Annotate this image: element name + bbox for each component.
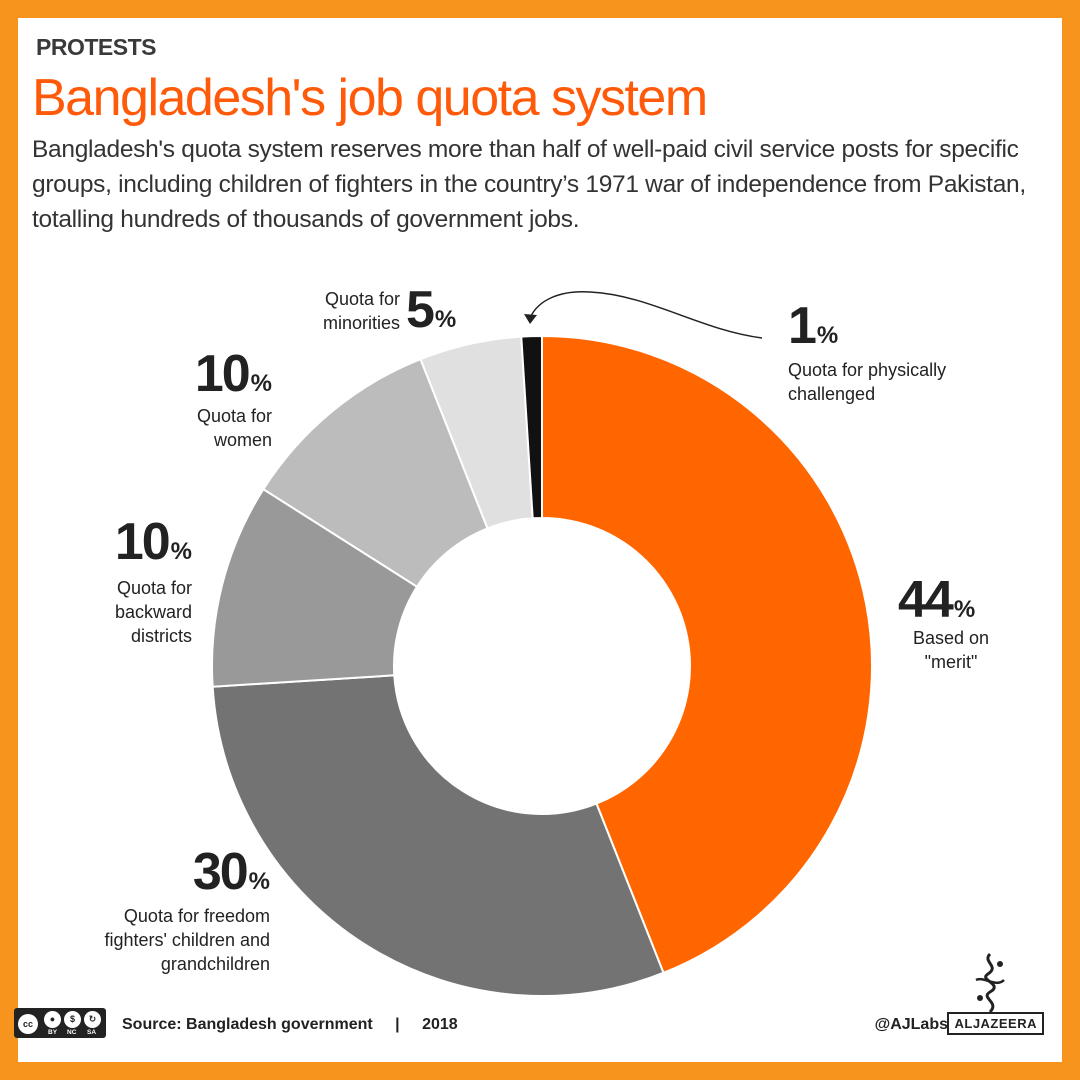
page-title: Bangladesh's job quota system <box>32 69 708 127</box>
cc-icon: cc <box>18 1014 38 1034</box>
label-minorities: Quota for minorities 5% <box>296 284 476 340</box>
pct-sign: % <box>248 868 270 895</box>
value-women: 10 <box>194 345 251 403</box>
donut-slices <box>211 334 873 997</box>
license-tag-sa: SA <box>87 1029 97 1036</box>
desc-freedom-3: grandchildren <box>160 954 270 974</box>
value-backward-districts: 10 <box>114 513 171 571</box>
desc-physically-2: challenged <box>788 384 876 404</box>
desc-women-2: women <box>213 430 272 450</box>
source-year: 2018 <box>422 1016 458 1033</box>
nc-icon: $ <box>64 1011 81 1028</box>
by-icon: ● <box>44 1011 61 1028</box>
donut-slice-5 <box>520 334 543 520</box>
donut-slice-1 <box>211 674 665 997</box>
pct-sign: % <box>434 306 457 333</box>
value-minorities: 5 <box>406 281 435 339</box>
value-physically-challenged: 1 <box>788 297 817 355</box>
footer: cc ● $ ↻ BY NC SA Source: Bangladesh gov… <box>14 1008 1044 1048</box>
license-tag-nc: NC <box>67 1029 77 1036</box>
pct-sign: % <box>953 596 976 623</box>
desc-minorities-2: minorities <box>322 313 400 333</box>
donut-slice-0 <box>541 334 873 975</box>
pct-sign: % <box>170 538 192 565</box>
sa-icon: ↻ <box>84 1011 101 1028</box>
pct-sign: % <box>816 322 839 349</box>
aljazeera-logo-icon <box>975 952 1005 1014</box>
desc-backward-3: districts <box>130 626 192 646</box>
label-women: 10% Quota for women <box>140 348 272 452</box>
separator: | <box>395 1016 400 1033</box>
desc-minorities-1: Quota for <box>324 289 400 309</box>
kicker: PROTESTS <box>36 34 156 60</box>
arrowhead <box>524 314 537 324</box>
source-text: Source: Bangladesh government <box>122 1016 373 1033</box>
pct-sign: % <box>250 370 272 397</box>
value-merit: 44 <box>898 571 954 629</box>
aljazeera-wordmark: ALJAZEERA <box>947 1012 1044 1035</box>
social-handle[interactable]: @AJLabs <box>874 1016 948 1033</box>
desc-backward-2: backward <box>114 602 192 622</box>
desc-merit-2: "merit" <box>924 652 978 672</box>
desc-merit-1: Based on <box>912 628 990 648</box>
subtitle: Bangladesh's quota system reserves more … <box>32 136 1026 233</box>
desc-freedom-2: fighters' children and <box>104 930 270 950</box>
label-backward-districts: 10% Quota for backward districts <box>60 516 192 648</box>
desc-women-1: Quota for <box>196 406 272 426</box>
source-line: Source: Bangladesh government | 2018 <box>122 1016 458 1034</box>
value-freedom-fighters: 30 <box>192 843 249 901</box>
label-physically-challenged: 1% Quota for physically challenged <box>788 300 1028 406</box>
label-merit: 44% Based on "merit" <box>898 574 1004 674</box>
desc-physically-1: Quota for physically <box>788 360 947 380</box>
label-freedom-fighters: 30% Quota for freedom fighters' children… <box>60 846 270 976</box>
desc-backward-1: Quota for <box>116 578 192 598</box>
pointer-arrow <box>529 291 763 339</box>
desc-freedom-1: Quota for freedom <box>123 906 270 926</box>
license-tag-by: BY <box>48 1029 58 1036</box>
cc-license-badge[interactable]: cc ● $ ↻ BY NC SA <box>14 1008 106 1038</box>
